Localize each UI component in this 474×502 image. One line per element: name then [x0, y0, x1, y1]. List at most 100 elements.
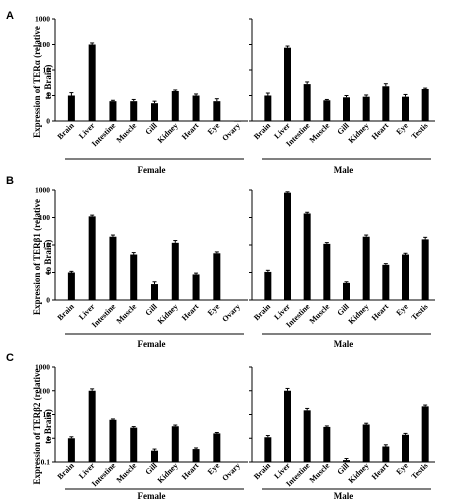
y-tick-label: 1 — [46, 268, 50, 277]
x-tick-label: Brain — [56, 302, 77, 323]
group-label: Female — [138, 491, 166, 501]
x-tick-label: Heart — [370, 121, 391, 142]
y-tick-label: 100 — [39, 386, 51, 395]
y-axis-label-line2: to Brain) — [43, 409, 53, 444]
bar-intestine — [303, 84, 311, 121]
group-label: Female — [138, 339, 166, 349]
bar-kidney — [362, 236, 370, 300]
bar-gill — [151, 284, 158, 300]
bar-brain — [67, 438, 75, 462]
bar-muscle — [130, 254, 138, 300]
x-tick-label: Eye — [394, 302, 410, 318]
bar-liver — [284, 47, 291, 121]
bar-muscle — [323, 100, 331, 121]
x-tick-label: Muscle — [308, 121, 332, 145]
x-tick-label: Gill — [143, 461, 159, 477]
bar-intestine — [109, 236, 117, 300]
y-tick-label: 10 — [43, 66, 51, 75]
x-tick-label: Eye — [206, 121, 222, 137]
x-tick-label: Intestine — [90, 461, 118, 489]
bar-heart — [192, 449, 200, 462]
y-tick-label: 0 — [46, 117, 50, 126]
bar-gill — [343, 282, 350, 300]
bar-intestine — [109, 101, 117, 121]
bar-heart — [192, 95, 200, 121]
y-axis-label: Expression of TERα (relative — [32, 26, 42, 138]
x-tick-label: Brain — [252, 302, 273, 323]
bar-kidney — [171, 242, 179, 300]
x-tick-label: Heart — [180, 461, 201, 482]
x-tick-label: Brain — [56, 461, 77, 482]
x-tick-label: Heart — [180, 121, 201, 142]
x-tick-label: Testis — [410, 121, 430, 141]
x-tick-label: Testis — [410, 302, 430, 322]
bar-ovary — [234, 121, 242, 122]
bar-eye — [402, 434, 409, 462]
y-axis-label: Expression of TERβ2 (relative — [32, 369, 42, 485]
x-tick-label: Muscle — [114, 121, 138, 145]
y-tick-label: 100 — [39, 213, 51, 222]
bar-testis — [421, 406, 429, 462]
bar-liver — [88, 390, 96, 462]
bar-brain — [67, 95, 75, 121]
bar-muscle — [323, 243, 331, 300]
bar-kidney — [171, 91, 179, 121]
bar-heart — [382, 446, 390, 462]
y-axis-label: Expression of TERβ1 (relative — [32, 199, 42, 315]
bar-kidney — [171, 426, 179, 462]
y-tick-label: 1000 — [35, 15, 50, 24]
x-tick-label: Muscle — [308, 302, 332, 326]
chart-panel-c: C Expression of TERβ2 (relative to Brain) 0… — [6, 352, 435, 501]
group-label: Female — [138, 165, 166, 175]
x-tick-label: Intestine — [90, 121, 118, 149]
group-label: Male — [334, 165, 354, 175]
x-tick-label: Ovary — [220, 461, 242, 483]
bar-gill — [151, 450, 158, 462]
x-tick-label: Heart — [180, 302, 201, 323]
y-axis-label-line2: to Brain) — [43, 240, 53, 275]
bar-brain — [67, 272, 75, 300]
bar-muscle — [130, 101, 138, 121]
panel-letter: A — [6, 10, 14, 22]
x-tick-label: Muscle — [308, 461, 332, 485]
x-tick-label: Brain — [252, 121, 273, 142]
bar-brain — [264, 95, 272, 121]
x-tick-label: Kidney — [347, 461, 371, 485]
y-tick-label: 0 — [46, 296, 50, 305]
bar-eye — [213, 101, 221, 121]
y-tick-label: 1 — [46, 91, 50, 100]
x-tick-label: Brain — [56, 121, 77, 142]
x-tick-label: Brain — [252, 461, 273, 482]
bar-brain — [264, 437, 272, 462]
bar-liver — [284, 192, 291, 300]
x-tick-label: Gill — [143, 302, 159, 318]
bar-muscle — [323, 426, 331, 462]
x-tick-label: Ovary — [220, 121, 242, 143]
y-tick-label: 0.1 — [41, 458, 51, 467]
y-tick-label: 1000 — [35, 363, 50, 372]
bar-kidney — [362, 96, 370, 121]
bar-liver — [284, 390, 291, 462]
x-tick-label: Eye — [206, 302, 222, 318]
bar-eye — [402, 254, 409, 300]
bar-liver — [88, 216, 96, 300]
panel-letter: C — [6, 352, 14, 364]
x-tick-label: Kidney — [156, 461, 180, 485]
x-tick-label: Eye — [394, 121, 410, 137]
x-tick-label: Eye — [206, 461, 222, 477]
panel-letter: B — [6, 175, 14, 187]
bar-intestine — [303, 213, 311, 300]
bar-muscle — [130, 427, 138, 462]
bar-eye — [213, 433, 221, 462]
x-tick-label: Heart — [370, 461, 391, 482]
x-tick-label: Kidney — [347, 302, 371, 326]
x-tick-label: Ovary — [220, 302, 242, 324]
y-axis-label-line2: to Brain) — [43, 65, 53, 100]
x-tick-label: Kidney — [156, 121, 180, 145]
x-tick-label: Testis — [410, 461, 430, 481]
bar-intestine — [303, 410, 311, 462]
x-tick-label: Gill — [335, 461, 351, 477]
group-label: Male — [334, 339, 354, 349]
